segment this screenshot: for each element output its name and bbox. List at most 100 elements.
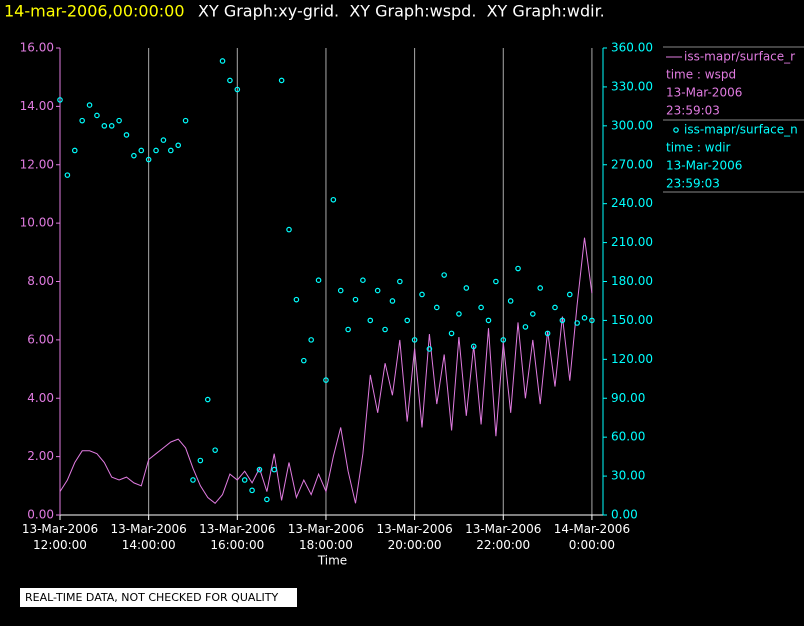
x-axis-label: Time [317, 554, 347, 568]
y-tick-label: 4.00 [27, 391, 54, 405]
wdir-point [57, 97, 63, 103]
wdir-point [197, 457, 204, 464]
wdir-point [456, 311, 462, 317]
wdir-point [190, 477, 196, 483]
wdir-point [168, 147, 174, 154]
y2-tick-label: 0.00 [611, 508, 638, 522]
notice-box [20, 588, 297, 607]
wdir-point [234, 86, 241, 93]
y2-tick-label: 330.00 [611, 79, 653, 93]
wdir-point [160, 137, 167, 143]
wdir-point [337, 287, 344, 294]
wdir-point [153, 147, 159, 154]
wdir-point [175, 142, 182, 149]
wdir-point [278, 77, 285, 84]
wdir-point [271, 466, 278, 473]
wdir-point [537, 285, 544, 291]
graph-list: XY Graph:xy-grid. XY Graph:wspd. XY Grap… [198, 2, 605, 21]
wdir-point [212, 447, 218, 453]
y-tick-label: 16.00 [20, 41, 54, 55]
legend-detail: time : wdir [666, 141, 731, 155]
wdir-point [448, 330, 455, 337]
wdir-point [566, 291, 573, 298]
x-tick-label: 13-Mar-2006 16:00:00 [199, 522, 275, 552]
wdir-point [389, 298, 396, 304]
wdir-point [323, 377, 329, 383]
legend-detail: 23:59:03 [666, 104, 720, 118]
wdir-point [79, 117, 85, 124]
wdir-point [145, 156, 152, 163]
wdir-point [138, 147, 145, 154]
legend-name: iss-mapr/surface_n [684, 123, 798, 137]
wdir-point [131, 152, 137, 159]
legend-name: iss-mapr/surface_r [684, 50, 795, 64]
y-tick-label: 6.00 [27, 332, 54, 346]
wdir-point [470, 343, 477, 350]
wdir-point [552, 304, 558, 311]
wdir-point [382, 326, 388, 333]
wdir-point [204, 396, 211, 403]
y2-tick-label: 210.00 [611, 235, 653, 249]
y-tick-label: 8.00 [27, 274, 54, 288]
quality-notice: REAL-TIME DATA, NOT CHECKED FOR QUALITY [25, 591, 279, 604]
wdir-point [330, 196, 337, 203]
legend-detail: time : wspd [666, 68, 736, 82]
wdir-point [352, 296, 359, 303]
wdir-point [286, 226, 292, 233]
legend-detail: 13-Mar-2006 [666, 86, 742, 100]
wdir-point [315, 277, 322, 284]
wspd-line [59, 237, 593, 504]
y2-tick-label: 150.00 [611, 313, 653, 327]
wdir-point [530, 311, 536, 317]
y2-tick-label: 90.00 [611, 391, 645, 405]
y2-tick-label: 270.00 [611, 157, 653, 171]
wdir-point [249, 487, 255, 494]
y2-tick-label: 180.00 [611, 274, 653, 288]
wdir-point [478, 304, 484, 311]
wdir-point [559, 317, 566, 324]
legend-swatch [673, 127, 679, 133]
wdir-point [264, 496, 270, 503]
wdir-point [182, 117, 189, 124]
wdir-point [441, 272, 447, 278]
x-tick-label: 13-Mar-2006 12:00:00 [22, 522, 98, 552]
y2-tick-label: 60.00 [611, 430, 645, 444]
wdir-point [507, 298, 514, 304]
wdir-point [419, 291, 425, 298]
y2-tick-label: 240.00 [611, 196, 653, 210]
wdir-point [433, 304, 440, 311]
x-tick-label: 14-Mar-2006 0:00:00 [554, 522, 630, 552]
wdir-point [227, 77, 233, 84]
wdir-point [94, 112, 100, 119]
x-tick-label: 13-Mar-2006 20:00:00 [376, 522, 452, 552]
wdir-point [463, 285, 470, 291]
wdir-point [515, 265, 521, 272]
y2-tick-label: 120.00 [611, 352, 653, 366]
wdir-point [86, 102, 93, 108]
y-tick-label: 14.00 [20, 99, 54, 113]
y-tick-label: 12.00 [20, 157, 54, 171]
wdir-point [581, 315, 588, 321]
wdir-point [345, 326, 351, 333]
wdir-point [411, 337, 418, 343]
wdir-point [64, 172, 71, 178]
timestamp: 14-mar-2006,00:00:00 [4, 2, 185, 21]
x-tick-label: 13-Mar-2006 22:00:00 [465, 522, 541, 552]
wdir-point [485, 317, 492, 324]
wdir-point [308, 337, 314, 343]
y-tick-label: 10.00 [20, 216, 54, 230]
x-tick-label: 13-Mar-2006 18:00:00 [288, 522, 364, 552]
wdir-point [241, 477, 248, 483]
legend-detail: 13-Mar-2006 [666, 159, 742, 173]
wdir-point [256, 466, 263, 473]
wdir-point [367, 317, 374, 324]
y-tick-label: 0.00 [27, 508, 54, 522]
wdir-point [404, 317, 411, 324]
wdir-point [123, 132, 130, 138]
wdir-point [360, 277, 366, 284]
wdir-point [219, 58, 226, 64]
y2-tick-label: 300.00 [611, 118, 653, 132]
